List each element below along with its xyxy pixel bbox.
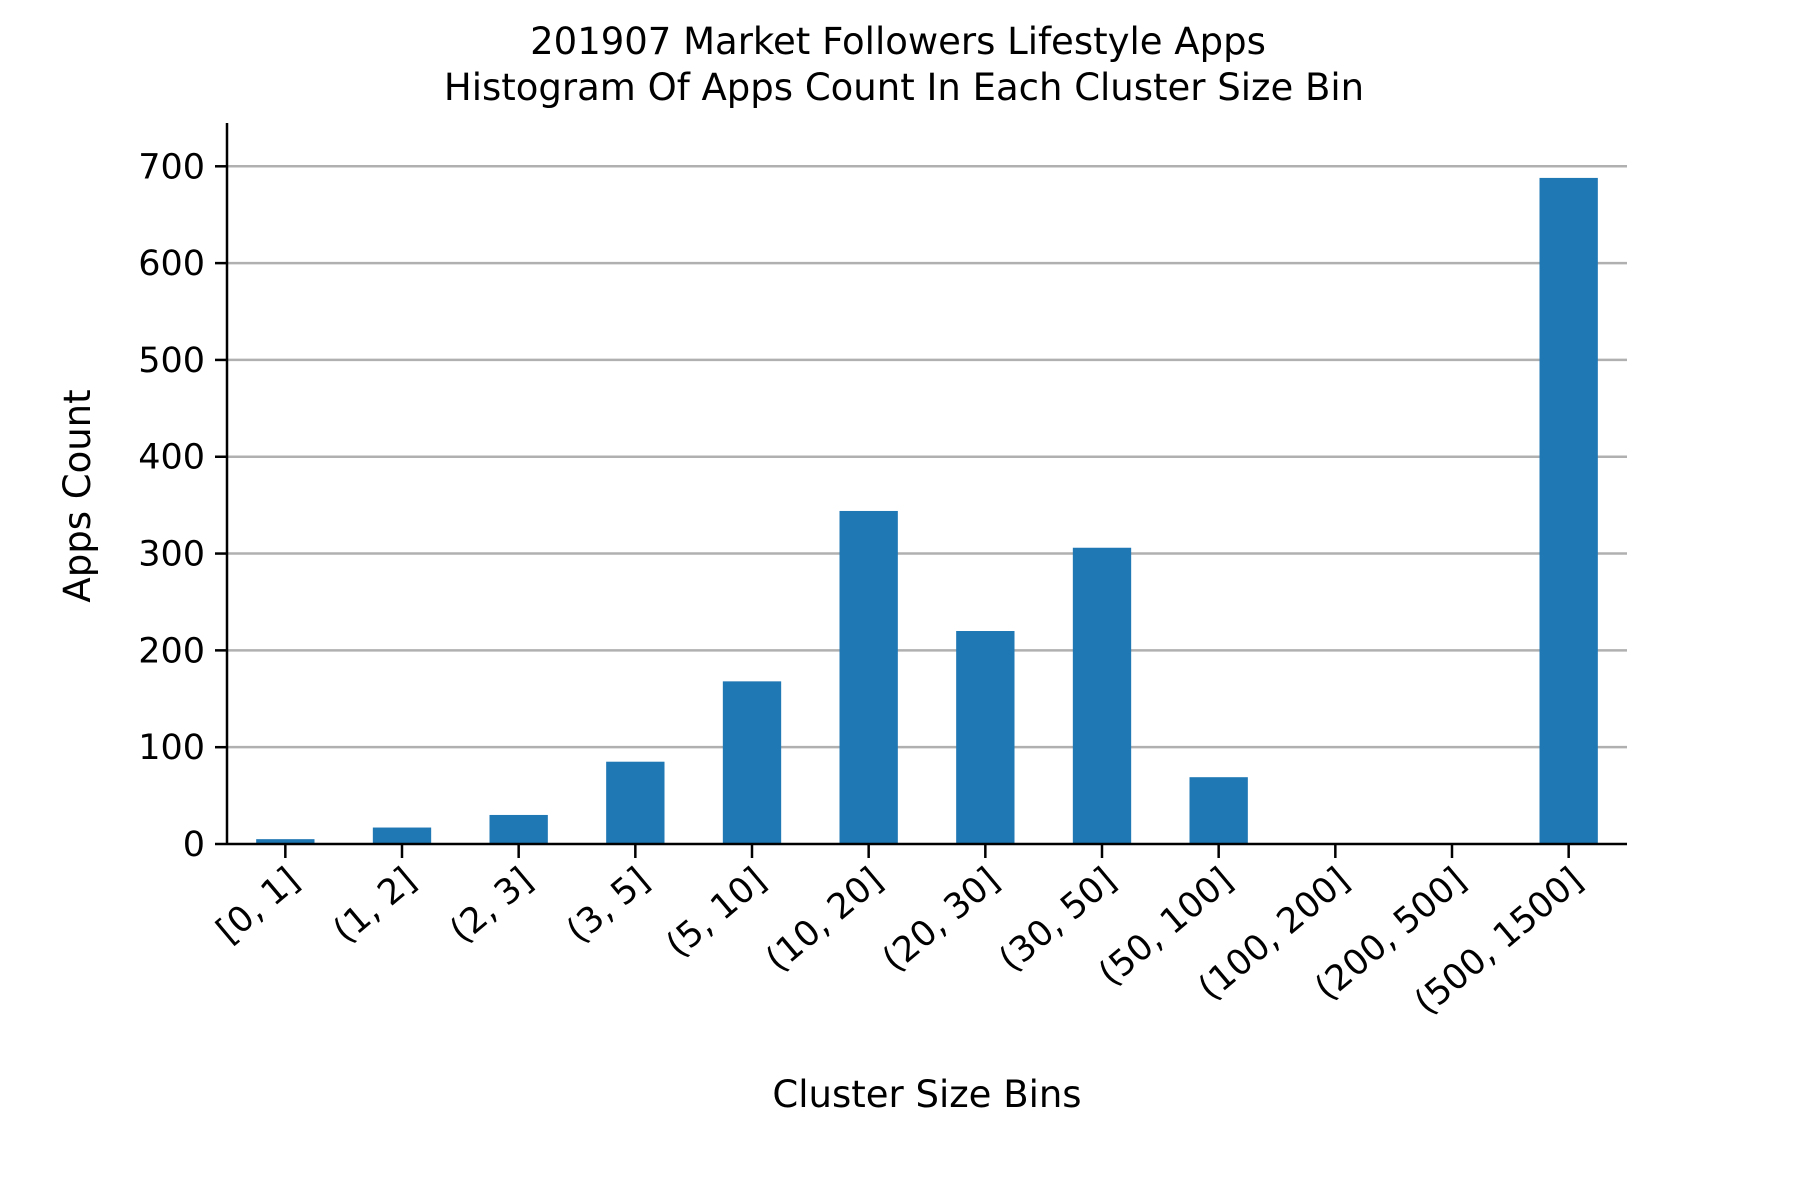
y-tick-label: 100	[138, 728, 205, 768]
bar	[839, 510, 898, 844]
x-tick-label: [0, 1]	[209, 860, 307, 951]
bars	[256, 177, 1598, 845]
bar	[606, 761, 665, 844]
y-axis-label: Apps Count	[56, 389, 99, 602]
y-tick-labels: 0 100 200 300 400 500 600 700	[138, 147, 205, 865]
y-tick-label: 300	[138, 535, 205, 575]
bar	[722, 681, 782, 844]
x-tick-label: (10, 20]	[759, 860, 891, 980]
bar	[1539, 177, 1598, 845]
y-tick-label: 700	[138, 147, 205, 187]
grid-lines	[227, 165, 1627, 749]
x-tick-labels: [0, 1] (1, 2] (2, 3] (3, 5] (5, 10](10, 20](…	[209, 860, 1590, 1023]
x-tick-label: (5, 10]	[659, 860, 774, 965]
x-tick-label: (3, 5]	[559, 860, 657, 951]
x-tick-label: (2, 3]	[443, 860, 541, 951]
y-tick-label: 500	[138, 341, 205, 381]
bar	[956, 631, 1015, 844]
chart-subtitle: Histogram Of Apps Count In Each Cluster …	[444, 66, 1364, 109]
bar	[256, 839, 315, 844]
bar	[1189, 777, 1248, 844]
y-tick-label: 600	[138, 244, 205, 284]
bar	[1072, 547, 1132, 844]
y-tick-label: 400	[138, 438, 205, 478]
y-tick-label: 200	[138, 631, 205, 671]
x-tick-label: (20, 30]	[875, 860, 1007, 980]
x-axis-label: Cluster Size Bins	[772, 1073, 1081, 1116]
axes	[215, 123, 1627, 858]
x-tick-label: (1, 2]	[326, 860, 424, 951]
y-tick-label: 0	[183, 825, 205, 865]
bar	[489, 814, 548, 844]
bar	[372, 827, 432, 844]
chart-title: 201907 Market Followers Lifestyle Apps	[530, 20, 1266, 63]
